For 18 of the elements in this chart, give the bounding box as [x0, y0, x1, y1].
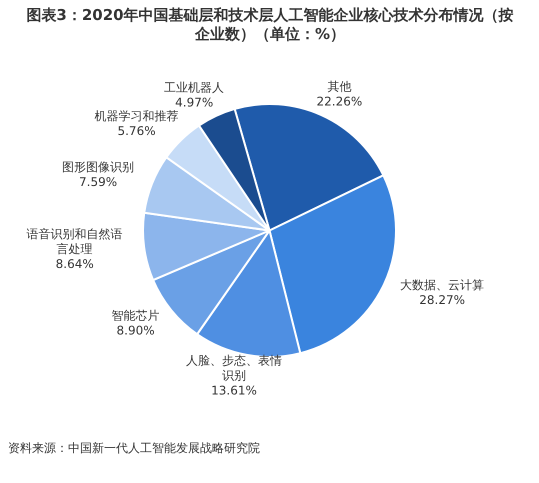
slice-label: 大数据、云计算 [400, 278, 484, 292]
slice-label: 智能芯片 [112, 308, 160, 323]
data-label: 4.97% [175, 95, 214, 110]
data-label: 5.76% [117, 124, 156, 138]
text: 资料来源：中国新一代人工智能发展战略研究院 [8, 440, 260, 457]
data-label: 8.64% [56, 257, 94, 272]
slice-label: 机器学习和推荐 [94, 108, 179, 123]
slice-label: 图形图像识别 [62, 160, 134, 174]
data-label: 8.90% [116, 324, 155, 338]
data-label: 28.27% [419, 292, 466, 307]
data-label: 22.26% [316, 94, 362, 109]
slice-label: 人脸、步态、表情识别 [186, 354, 282, 383]
data-label: 13.61% [211, 384, 257, 398]
slice-label: 其他 [327, 80, 352, 94]
data-label: 7.59% [79, 175, 118, 190]
chart-title: 图表3：2020年中国基础层和技术层人工智能企业核心技术分布情况（按企业数）（单位：%） [25, 6, 515, 44]
slice-label: 语音识别和自然语言处理 [26, 227, 123, 256]
slice-label: 工业机器人 [164, 80, 224, 94]
